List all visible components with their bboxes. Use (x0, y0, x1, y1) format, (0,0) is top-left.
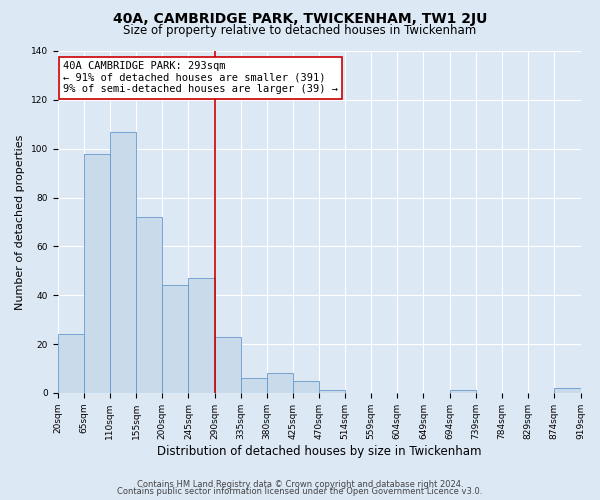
Bar (215, 336, 241, 393)
Bar (319, 390, 345, 393)
Bar (136, 217, 162, 393)
Bar (293, 380, 319, 393)
Bar (110, 132, 136, 393)
Bar (188, 278, 215, 393)
Text: Contains public sector information licensed under the Open Government Licence v3: Contains public sector information licen… (118, 487, 482, 496)
Bar (58, 334, 84, 393)
Bar (162, 286, 188, 393)
Text: 40A, CAMBRIDGE PARK, TWICKENHAM, TW1 2JU: 40A, CAMBRIDGE PARK, TWICKENHAM, TW1 2JU (113, 12, 487, 26)
Bar (84, 154, 110, 393)
Text: Size of property relative to detached houses in Twickenham: Size of property relative to detached ho… (124, 24, 476, 37)
Y-axis label: Number of detached properties: Number of detached properties (15, 134, 25, 310)
X-axis label: Distribution of detached houses by size in Twickenham: Distribution of detached houses by size … (157, 444, 481, 458)
Text: 40A CAMBRIDGE PARK: 293sqm
← 91% of detached houses are smaller (391)
9% of semi: 40A CAMBRIDGE PARK: 293sqm ← 91% of deta… (63, 62, 338, 94)
Bar (241, 378, 267, 393)
Text: Contains HM Land Registry data © Crown copyright and database right 2024.: Contains HM Land Registry data © Crown c… (137, 480, 463, 489)
Bar (449, 390, 476, 393)
Bar (267, 374, 293, 393)
Bar (554, 388, 581, 393)
